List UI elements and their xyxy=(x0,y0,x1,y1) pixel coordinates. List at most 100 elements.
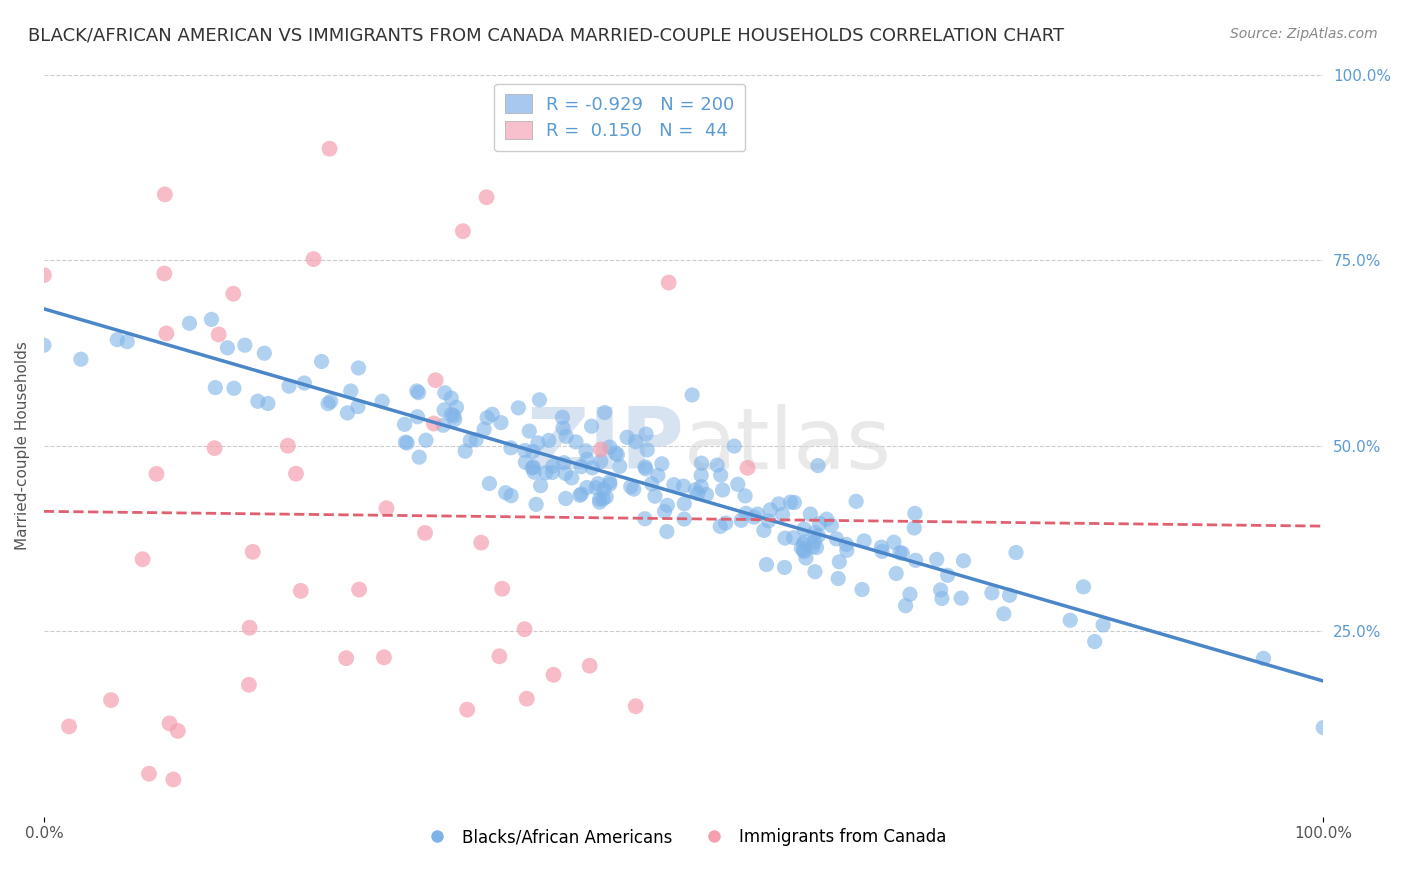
Point xyxy=(460,434,482,448)
Point xyxy=(1092,618,1115,632)
Point xyxy=(589,442,612,457)
Point xyxy=(451,224,474,238)
Point xyxy=(465,433,488,447)
Point xyxy=(472,422,495,436)
Point xyxy=(758,514,780,528)
Point xyxy=(522,461,544,475)
Point xyxy=(522,460,544,475)
Point xyxy=(475,190,498,204)
Point xyxy=(238,678,260,692)
Point xyxy=(292,376,315,390)
Point xyxy=(803,525,825,540)
Point xyxy=(657,499,679,513)
Point xyxy=(925,552,948,566)
Point xyxy=(773,560,796,574)
Y-axis label: Married-couple Households: Married-couple Households xyxy=(15,341,30,550)
Point xyxy=(779,495,801,509)
Point xyxy=(569,487,592,501)
Point xyxy=(58,719,80,733)
Point xyxy=(827,572,849,586)
Point xyxy=(475,410,498,425)
Point xyxy=(515,455,537,469)
Point xyxy=(695,487,717,501)
Point xyxy=(561,471,583,485)
Point xyxy=(835,537,858,551)
Point xyxy=(592,483,614,497)
Point xyxy=(336,406,359,420)
Point xyxy=(347,582,370,597)
Point xyxy=(246,394,269,409)
Point xyxy=(672,479,695,493)
Point xyxy=(889,546,911,560)
Point xyxy=(537,434,560,448)
Point xyxy=(581,460,603,475)
Point xyxy=(253,346,276,360)
Point xyxy=(408,385,430,400)
Point xyxy=(222,381,245,395)
Point xyxy=(534,466,557,480)
Point xyxy=(658,276,681,290)
Point xyxy=(524,497,547,511)
Point xyxy=(980,586,1002,600)
Point xyxy=(1084,634,1107,648)
Point xyxy=(335,651,357,665)
Point xyxy=(690,456,713,470)
Point xyxy=(166,723,188,738)
Point xyxy=(32,338,55,352)
Point xyxy=(690,468,713,483)
Point xyxy=(568,488,591,502)
Point xyxy=(898,587,921,601)
Point xyxy=(432,418,454,433)
Point xyxy=(433,385,456,400)
Point xyxy=(929,582,952,597)
Point xyxy=(488,649,510,664)
Point xyxy=(440,408,463,422)
Point xyxy=(222,286,245,301)
Point xyxy=(710,468,733,483)
Text: atlas: atlas xyxy=(683,404,891,487)
Point xyxy=(998,588,1021,602)
Point xyxy=(1073,580,1095,594)
Point xyxy=(565,434,588,449)
Point xyxy=(347,361,370,376)
Point xyxy=(499,441,522,455)
Point xyxy=(883,535,905,549)
Point xyxy=(347,400,370,414)
Point xyxy=(815,512,838,526)
Point xyxy=(793,544,815,558)
Point xyxy=(903,521,925,535)
Point xyxy=(302,252,325,266)
Point xyxy=(685,483,707,497)
Point xyxy=(443,412,465,426)
Point xyxy=(204,441,226,455)
Point xyxy=(806,541,828,555)
Point xyxy=(634,459,657,474)
Point xyxy=(319,394,342,409)
Point xyxy=(742,510,765,524)
Point xyxy=(105,333,128,347)
Point xyxy=(569,459,592,474)
Point xyxy=(1312,721,1334,735)
Point xyxy=(655,524,678,539)
Point xyxy=(641,476,664,491)
Point xyxy=(491,582,513,596)
Point xyxy=(624,699,647,714)
Point xyxy=(759,502,782,516)
Point xyxy=(543,668,565,682)
Point xyxy=(204,381,226,395)
Point xyxy=(575,452,598,467)
Point xyxy=(529,392,551,407)
Point xyxy=(690,480,713,494)
Point xyxy=(835,543,858,558)
Point xyxy=(706,458,728,472)
Point xyxy=(339,384,361,398)
Point xyxy=(634,462,657,476)
Point xyxy=(179,316,201,330)
Point xyxy=(792,537,814,551)
Point xyxy=(894,599,917,613)
Legend: R = -0.929   N = 200, R =  0.150   N =  44: R = -0.929 N = 200, R = 0.150 N = 44 xyxy=(494,84,745,151)
Point xyxy=(808,516,831,531)
Point xyxy=(609,459,631,474)
Point xyxy=(555,429,578,443)
Point xyxy=(208,327,231,342)
